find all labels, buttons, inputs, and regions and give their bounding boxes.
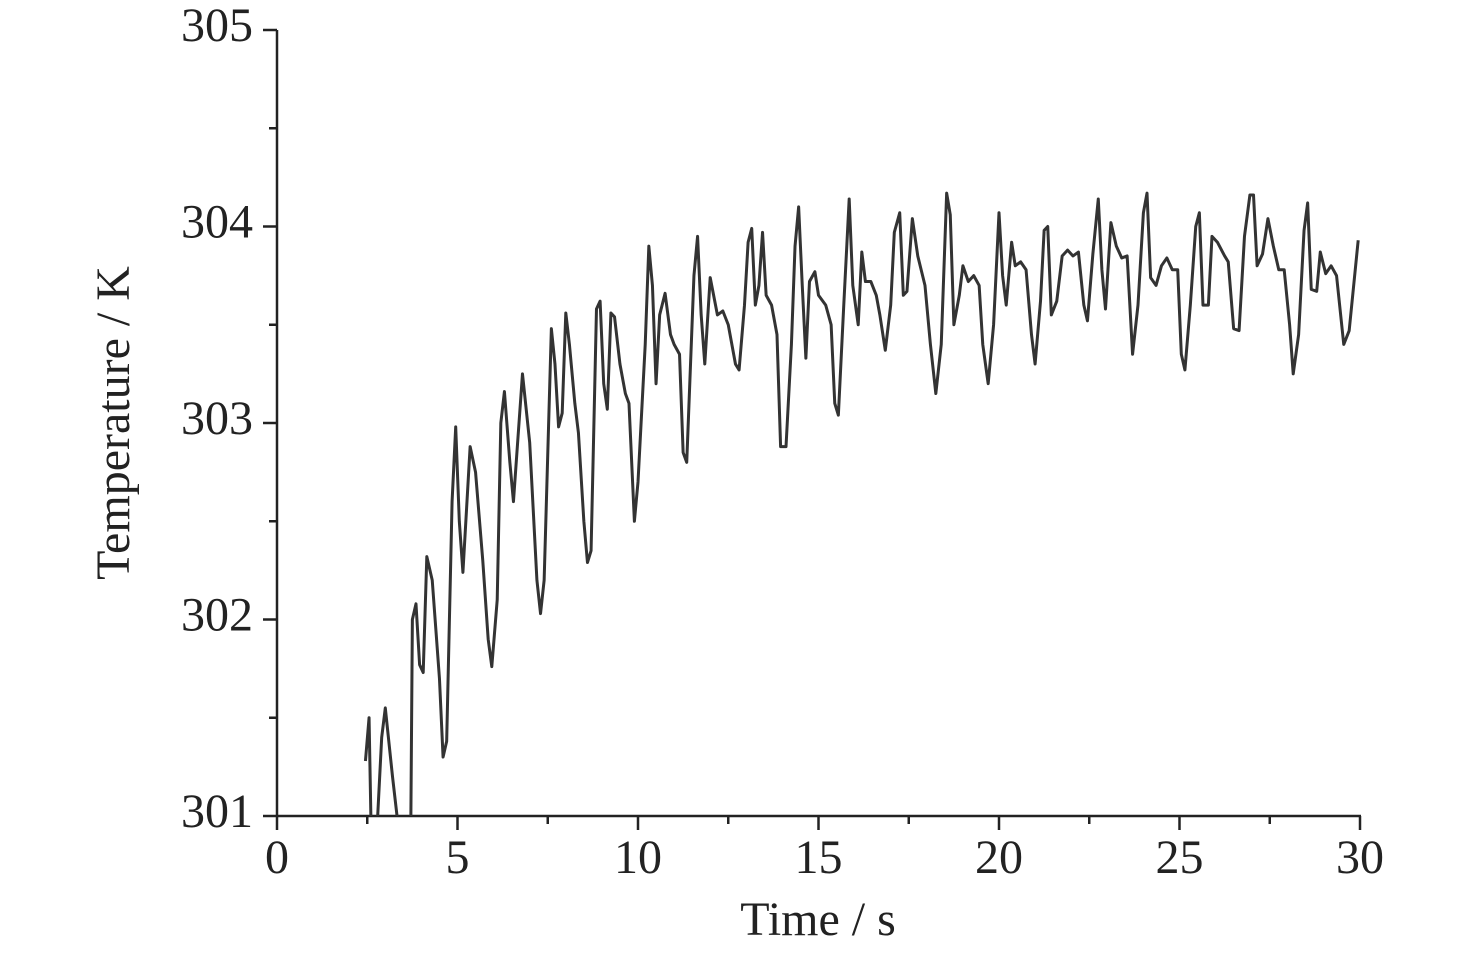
y-tick-label: 301	[181, 785, 253, 838]
data-line	[363, 191, 1360, 816]
y-axis-label: Temperature / K	[87, 266, 140, 580]
x-tick-label: 0	[265, 831, 289, 884]
x-tick-label: 25	[1156, 831, 1204, 884]
x-axis-label: Time / s	[740, 893, 896, 946]
y-tick-label: 303	[181, 392, 253, 445]
y-tick-label: 305	[181, 0, 253, 52]
y-tick-label: 302	[181, 589, 253, 642]
x-tick-label: 15	[795, 831, 843, 884]
y-tick-label: 304	[181, 196, 253, 249]
x-tick-label: 5	[446, 831, 470, 884]
plot-area	[363, 191, 1360, 816]
x-tick-label: 30	[1336, 831, 1384, 884]
x-tick-label: 20	[975, 831, 1023, 884]
x-tick-label: 10	[614, 831, 662, 884]
